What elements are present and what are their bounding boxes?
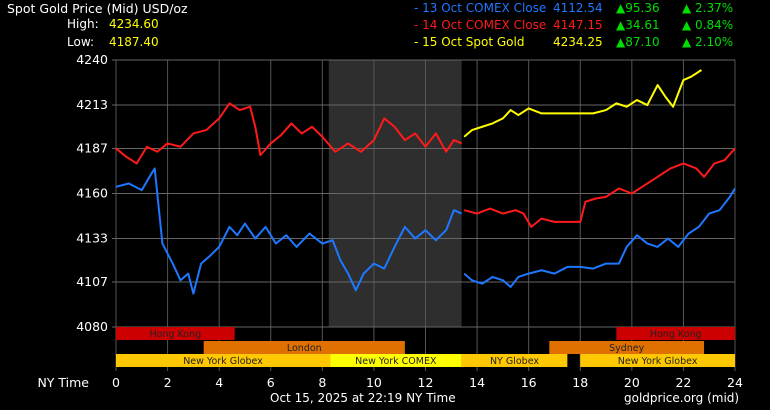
session-label: NY Globex (490, 356, 539, 367)
session-label: London (287, 343, 322, 354)
y-tick-label: 4187 (76, 140, 108, 155)
x-axis-label: NY Time (37, 375, 89, 390)
legend-change: ▲95.36 (616, 1, 660, 15)
legend-price: 4234.25 (553, 35, 603, 49)
y-tick-label: 4107 (76, 274, 108, 289)
series-line-0 (115, 167, 463, 295)
high-label: High: (67, 17, 99, 31)
timestamp: Oct 15, 2025 at 22:19 NY Time (270, 391, 456, 405)
x-tick-label: 14 (469, 375, 485, 390)
session-bar (116, 327, 235, 340)
low-label: Low: (67, 35, 95, 49)
legend-percent: ▲ 0.84% (682, 18, 734, 32)
legend-change: ▲87.10 (616, 35, 660, 49)
session-bar (330, 354, 462, 367)
x-tick-label: 0 (112, 375, 120, 390)
x-tick-label: 22 (675, 375, 691, 390)
x-tick-label: 4 (215, 375, 223, 390)
y-tick-label: 4160 (76, 186, 108, 201)
x-tick-label: 20 (624, 375, 640, 390)
session-label: Hong Kong (650, 329, 702, 340)
series-line-2 (463, 69, 703, 138)
legend-label: - 15 Oct Spot Gold (414, 35, 525, 49)
legend-percent: ▲ 2.37% (682, 1, 734, 15)
x-tick-label: 12 (418, 375, 434, 390)
chart-title: Spot Gold Price (Mid) USD/oz (7, 1, 188, 16)
series-line-1 (115, 102, 463, 165)
low-value: 4187.40 (109, 35, 159, 49)
session-bar (116, 354, 331, 367)
session-label: Sydney (609, 343, 645, 354)
high-value: 4234.60 (109, 17, 159, 31)
series-line-0 (463, 187, 736, 288)
y-tick-label: 4080 (76, 319, 108, 334)
session-label: New York COMEX (355, 356, 437, 367)
y-tick-label: 4240 (76, 52, 108, 67)
session-label: New York Globex (183, 356, 263, 367)
y-tick-label: 4213 (76, 97, 108, 112)
session-label: New York Globex (618, 356, 698, 367)
legend-label: - 13 Oct COMEX Close (414, 1, 547, 15)
series-line-1 (463, 147, 736, 228)
session-bar (549, 341, 705, 354)
legend-change: ▲34.61 (616, 18, 660, 32)
y-tick-label: 4133 (76, 231, 108, 246)
x-tick-label: 8 (318, 375, 326, 390)
x-tick-label: 10 (366, 375, 382, 390)
session-bar (203, 341, 405, 354)
legend-percent: ▲ 2.10% (682, 35, 734, 49)
x-tick-label: 18 (572, 375, 588, 390)
x-tick-label: 6 (267, 375, 275, 390)
x-tick-label: 24 (727, 375, 743, 390)
legend-price: 4147.15 (553, 18, 603, 32)
session-label: Hong Kong (149, 329, 201, 340)
legend-label: - 14 Oct COMEX Close (414, 18, 547, 32)
x-tick-label: 2 (164, 375, 172, 390)
x-tick-label: 16 (521, 375, 537, 390)
session-bar (461, 354, 568, 367)
source: goldprice.org (mid) (624, 391, 740, 405)
legend-price: 4112.54 (553, 1, 603, 15)
session-bar (616, 327, 735, 340)
session-bar (580, 354, 735, 367)
